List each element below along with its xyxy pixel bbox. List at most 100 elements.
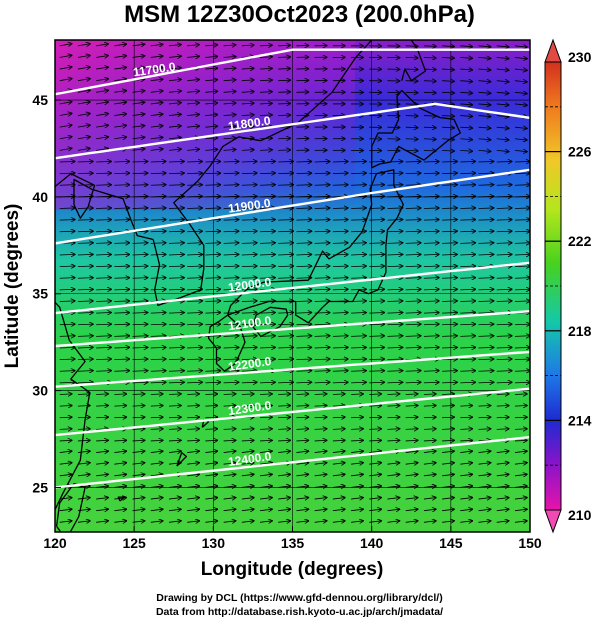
wind-arrow <box>260 231 275 232</box>
wind-arrow <box>114 161 129 162</box>
wind-arrow <box>514 498 527 500</box>
wind-arrow <box>77 394 90 395</box>
wind-arrow <box>405 324 421 325</box>
wind-arrow <box>460 104 472 105</box>
wind-arrow <box>460 243 475 244</box>
wind-arrow <box>514 417 527 418</box>
wind-arrow <box>150 486 163 488</box>
wind-arrow <box>387 324 403 325</box>
wind-arrow <box>496 220 512 221</box>
wind-arrow <box>96 149 108 151</box>
wind-arrow <box>496 336 512 337</box>
wind-arrow <box>514 278 530 279</box>
wind-arrow <box>223 45 236 46</box>
wind-arrow <box>150 254 166 255</box>
wind-arrow <box>369 359 384 360</box>
wind-arrow <box>223 451 236 453</box>
wind-arrow <box>59 254 75 255</box>
wind-arrow <box>460 498 472 500</box>
wind-arrow <box>150 79 163 80</box>
wind-arrow <box>332 347 348 348</box>
wind-arrow <box>496 104 509 105</box>
wind-arrow <box>478 289 494 290</box>
wind-arrow <box>168 498 181 500</box>
wind-arrow <box>278 92 290 93</box>
wind-arrow <box>278 347 293 348</box>
wind-arrow <box>423 173 439 174</box>
wind-arrow <box>132 474 145 476</box>
contour-line <box>55 261 530 315</box>
wind-arrow <box>405 371 421 372</box>
wind-arrow <box>187 266 202 267</box>
y-tick-label: 45 <box>32 92 48 108</box>
wind-arrow <box>296 220 311 221</box>
wind-arrow <box>223 313 239 314</box>
wind-arrow <box>77 451 90 453</box>
contour-label: 12400.0 <box>227 449 272 469</box>
wind-arrow <box>241 347 257 348</box>
wind-arrow <box>132 451 145 453</box>
wind-arrow <box>405 301 421 302</box>
wind-arrow <box>423 266 439 267</box>
wind-arrow <box>478 139 491 140</box>
wind-arrow <box>150 196 166 197</box>
wind-arrow <box>478 405 491 406</box>
wind-arrow <box>150 91 163 92</box>
wind-arrow <box>260 115 272 116</box>
wind-arrow <box>260 196 275 197</box>
wind-arrow <box>168 463 181 465</box>
wind-arrow <box>478 161 494 162</box>
wind-arrow <box>496 301 512 302</box>
wind-arrow <box>496 498 509 500</box>
wind-arrow <box>223 57 236 58</box>
x-tick-label: 140 <box>360 535 384 551</box>
wind-arrow <box>332 243 348 244</box>
wind-arrow <box>114 359 129 360</box>
wind-arrow <box>132 243 148 244</box>
wind-arrow <box>241 115 254 116</box>
wind-arrow <box>478 313 494 314</box>
wind-arrow <box>460 150 472 151</box>
wind-arrow <box>514 429 527 430</box>
wind-arrow <box>460 254 475 255</box>
wind-arrow <box>150 149 163 150</box>
wind-arrow <box>442 231 457 232</box>
wind-arrow <box>369 313 384 314</box>
wind-arrow <box>168 185 184 186</box>
wind-arrow <box>278 220 293 221</box>
wind-arrow <box>278 440 290 441</box>
colorbar-label: 210 <box>568 507 592 523</box>
wind-arrow <box>241 243 257 244</box>
wind-arrow <box>114 56 126 58</box>
wind-arrow <box>514 254 530 255</box>
wind-arrow <box>496 139 509 140</box>
wind-arrow <box>296 185 311 186</box>
wind-arrow <box>223 126 236 127</box>
wind-arrow <box>405 266 421 267</box>
wind-arrow <box>77 498 90 500</box>
wind-arrow <box>423 394 436 395</box>
wind-arrow <box>59 521 72 523</box>
wind-arrow <box>260 440 272 441</box>
wind-arrow <box>114 114 126 116</box>
wind-arrow <box>223 509 236 511</box>
contour-label: 11800.0 <box>227 113 272 133</box>
wind-arrow <box>132 161 148 162</box>
wind-arrow <box>314 440 327 441</box>
wind-arrow <box>260 336 275 337</box>
wind-arrow <box>96 278 111 279</box>
wind-arrow <box>496 463 509 465</box>
wind-arrow <box>132 196 148 197</box>
contour-label: 11700.0 <box>132 60 177 80</box>
wind-arrow <box>496 69 509 70</box>
wind-arrow <box>187 149 199 150</box>
wind-arrow <box>150 394 163 395</box>
wind-arrow <box>423 243 439 244</box>
wind-arrow <box>442 278 457 279</box>
wind-arrow <box>423 440 436 441</box>
wind-arrow <box>59 347 75 348</box>
wind-arrow <box>460 196 475 197</box>
wind-arrow <box>423 116 436 117</box>
wind-arrow <box>478 92 491 93</box>
